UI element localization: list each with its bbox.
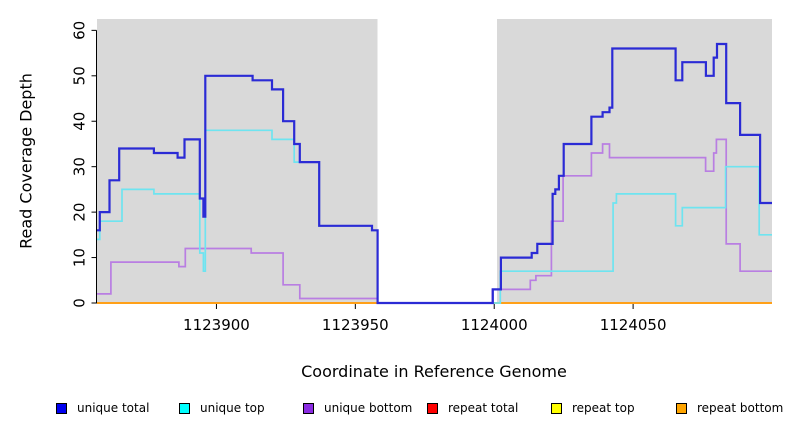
legend-label-unique-total: unique total [77, 401, 150, 415]
legend-item-repeat-bottom: repeat bottom [676, 399, 783, 417]
legend-swatch-unique-top [179, 402, 190, 414]
no-data-gap-region [377, 19, 497, 303]
x-axis-title: Coordinate in Reference Genome [301, 362, 567, 381]
y-tick-label: 20 [71, 203, 89, 222]
y-axis-title: Read Coverage Depth [16, 73, 36, 249]
legend-label-unique-top: unique top [200, 401, 265, 415]
series-line-unique-total [97, 42, 772, 305]
x-tick-label: 1123900 [183, 316, 250, 334]
legend-label-repeat-top: repeat top [572, 401, 635, 415]
legend-label-repeat-bottom: repeat bottom [697, 401, 784, 415]
legend-swatch-unique-total [56, 402, 67, 414]
plot-background-left [97, 19, 378, 303]
legend-swatch-repeat-total [427, 402, 438, 414]
plot-background-right [497, 19, 772, 303]
legend-item-unique-bottom: unique bottom [303, 399, 412, 417]
y-tick-label: 0 [71, 298, 89, 308]
legend-swatch-repeat-top [551, 402, 562, 414]
y-tick-label: 60 [71, 21, 89, 40]
y-tick-label: 30 [71, 157, 89, 176]
legend-label-unique-bottom: unique bottom [324, 401, 413, 415]
legend-item-repeat-total: repeat total [427, 399, 518, 417]
x-tick-label: 1124000 [461, 316, 528, 334]
y-tick-label: 40 [71, 112, 89, 131]
y-tick-label: 10 [71, 248, 89, 267]
legend-item-repeat-top: repeat top [551, 399, 635, 417]
legend-label-repeat-total: repeat total [448, 401, 519, 415]
x-tick-label: 1124050 [600, 316, 667, 334]
legend: unique total unique top unique bottom repea… [0, 399, 792, 419]
series-line-unique-bottom [97, 138, 772, 304]
legend-swatch-repeat-bottom [676, 402, 687, 414]
legend-item-unique-total: unique total [56, 399, 149, 417]
legend-swatch-unique-bottom [303, 402, 314, 414]
x-tick-label: 1123950 [322, 316, 389, 334]
legend-item-unique-top: unique top [179, 399, 265, 417]
y-tick-label: 50 [71, 66, 89, 85]
